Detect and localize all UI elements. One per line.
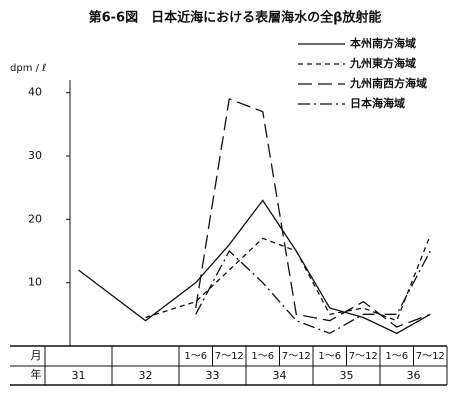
year-label: 31 (72, 369, 86, 382)
month-row-label: 月 (31, 349, 42, 362)
x-tick-label: 1～6 (318, 351, 341, 362)
x-tick-label: 7～12 (215, 351, 244, 362)
year-row-label: 年 (31, 367, 42, 381)
y-tick-label: 10 (28, 276, 42, 289)
y-tick-label: 30 (28, 149, 42, 162)
legend-label: 九州東方海域 (349, 56, 416, 70)
x-tick-label: 7～12 (416, 351, 445, 362)
legend-label: 日本海海域 (350, 96, 405, 110)
year-label: 33 (206, 369, 220, 382)
x-tick-label: 1～6 (251, 351, 274, 362)
x-tick-label: 7～12 (349, 351, 378, 362)
x-tick-label: 1～6 (184, 351, 207, 362)
y-tick-label: 20 (28, 212, 42, 225)
year-label: 35 (340, 369, 354, 382)
series-line (195, 98, 431, 328)
legend-label: 本州南方海域 (350, 36, 416, 50)
x-tick-label: 7～12 (282, 351, 311, 362)
legend-label: 九州南西方海域 (349, 76, 427, 90)
series-line (195, 249, 431, 335)
series-line (145, 234, 431, 322)
year-label: 36 (407, 369, 421, 382)
x-tick-label: 1～6 (385, 351, 408, 362)
y-tick-label: 40 (28, 86, 42, 99)
year-label: 32 (139, 369, 153, 382)
chart-title: 第6-6図 日本近海における表層海水の全β放射能 (89, 10, 382, 26)
y-axis-label: dpm / ℓ (10, 63, 46, 74)
series-line (78, 199, 431, 335)
year-label: 34 (273, 369, 287, 382)
